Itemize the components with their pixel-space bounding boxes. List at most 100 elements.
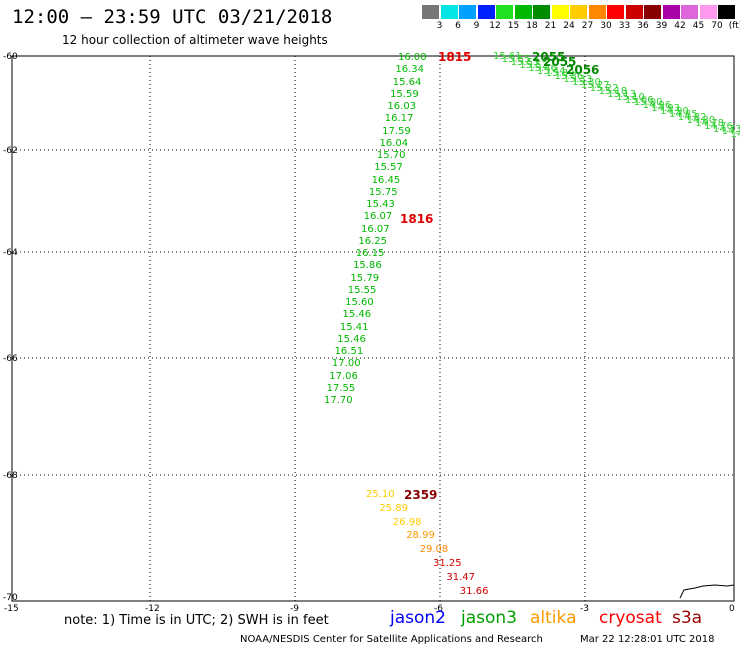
swh-value: 16.07 (361, 223, 390, 235)
footer-credit: NOAA/NESDIS Center for Satellite Applica… (240, 634, 543, 645)
swh-value: 15.13 (607, 88, 637, 100)
swh-value: 14.96 (642, 100, 672, 112)
swh-value: 16.00 (398, 52, 427, 63)
swh-value: 15.30 (572, 77, 601, 89)
scale-swatch (662, 5, 680, 19)
legend-jason2: jason2 (390, 608, 446, 628)
scale-label: 42 (674, 21, 686, 31)
swh-value: 31.47 (446, 571, 476, 583)
swh-value: 14.73 (713, 123, 740, 135)
swh-value: 15.79 (350, 272, 380, 284)
swh-value: 15.60 (345, 297, 374, 308)
scale-swatch (625, 5, 643, 19)
scale-swatch (422, 5, 439, 19)
swh-value: 15.70 (376, 150, 406, 161)
legend-s3a: s3a (672, 608, 703, 628)
page-subtitle: 12 hour collection of altimeter wave hei… (62, 33, 328, 47)
scale-swatch (644, 5, 661, 19)
swh-value: 15.64 (392, 76, 422, 88)
swh-value: 14.70 (721, 126, 740, 138)
swh-value: 15.53 (510, 56, 540, 68)
swh-value: 15.43 (366, 199, 395, 210)
swh-value: 16.25 (358, 235, 387, 247)
scale-label: 33 (618, 21, 631, 31)
swh-value: 15.46 (528, 62, 557, 74)
page-title: 12:00 – 23:59 UTC 03/21/2018 (12, 6, 333, 28)
swh-value: 31.25 (433, 558, 462, 569)
swh-value: 17.55 (326, 382, 356, 394)
scale-swatch (551, 5, 569, 19)
scale-label: 39 (655, 21, 668, 31)
swh-value: 15.55 (347, 284, 377, 296)
pass-time-2359: 2359 (404, 488, 438, 502)
latitude-label: -62 (3, 146, 18, 156)
latitude-label: -68 (3, 471, 18, 481)
swh-value: 14.85 (669, 109, 698, 120)
scale-label: 21 (544, 21, 557, 31)
swh-value: 17.00 (331, 358, 361, 370)
swh-value: 15.39 (545, 68, 575, 80)
legend-cryosat: cryosat (599, 608, 662, 628)
map-grid (12, 56, 734, 601)
swh-value: 15.10 (616, 91, 645, 103)
swh-value: 15.55 (501, 53, 531, 65)
swh-value: 15.57 (374, 162, 403, 174)
swh-value: 15.06 (625, 94, 654, 106)
legend-altika: altika (530, 608, 577, 628)
swh-value: 15.18 (598, 85, 628, 97)
swh-value: 15.27 (581, 80, 610, 91)
scale-label: 45 (692, 21, 705, 31)
swh-value: 16.04 (379, 137, 409, 149)
pass-time-2056: 2056 (566, 63, 600, 77)
scale-label: 30 (600, 21, 612, 31)
scale-swatch (477, 5, 495, 19)
scale-swatch (718, 5, 735, 19)
swh-value: 17.59 (382, 125, 411, 137)
scale-label: 70 (711, 21, 723, 31)
scale-label: 12 (489, 21, 501, 31)
scale-label: 27 (581, 21, 594, 31)
scale-label: 18 (526, 21, 538, 31)
footer-timestamp: Mar 22 12:28:01 UTC 2018 (580, 634, 715, 645)
swh-value: 14.80 (686, 114, 716, 126)
swh-value: 14.93 (651, 103, 681, 115)
swh-value: 16.51 (334, 346, 364, 357)
swh-value: 15.00 (633, 97, 663, 109)
swh-value: 14.82 (677, 111, 707, 123)
scale-swatch (514, 5, 532, 19)
swh-value: 31.66 (459, 585, 489, 597)
longitude-label: -12 (145, 604, 160, 614)
scale-label: (ft) (728, 21, 740, 31)
swh-value: 15.52 (519, 59, 549, 71)
swh-value: 15.86 (353, 260, 382, 272)
latitude-label: -60 (3, 52, 18, 62)
pass-time-1816: 1816 (400, 212, 434, 226)
note-text: note: 1) Time is in UTC; 2) SWH is in fe… (64, 613, 329, 628)
swh-value: 28.99 (406, 530, 435, 542)
scale-label: 9 (473, 21, 480, 31)
longitude-label: -9 (290, 604, 299, 614)
swh-value: 15.75 (368, 186, 398, 198)
swh-value: 26.98 (392, 516, 422, 528)
swh-value: 14.76 (704, 120, 733, 132)
swh-value: 15.61 (493, 51, 522, 62)
swh-value: 14.90 (660, 106, 689, 118)
scale-swatch (699, 5, 717, 19)
swh-value: 14.78 (695, 117, 725, 129)
swh-value: 16.17 (384, 113, 414, 125)
scale-label: 6 (455, 21, 461, 31)
scale-label: 3 (436, 21, 443, 31)
swh-value: 15.33 (563, 74, 593, 86)
longitude-label: -15 (4, 604, 19, 614)
swh-value: 16.34 (395, 64, 424, 76)
pass-time-1815: 1815 (438, 50, 472, 64)
swh-value: 25.10 (366, 489, 395, 500)
swh-value: 15.44 (537, 65, 566, 77)
swh-value: 16.07 (363, 211, 393, 223)
scale-swatch (459, 5, 476, 19)
swh-value: 16.45 (371, 174, 401, 186)
longitude-label: -6 (434, 604, 443, 614)
scale-swatch (588, 5, 606, 19)
swh-value: 17.70 (324, 395, 353, 406)
